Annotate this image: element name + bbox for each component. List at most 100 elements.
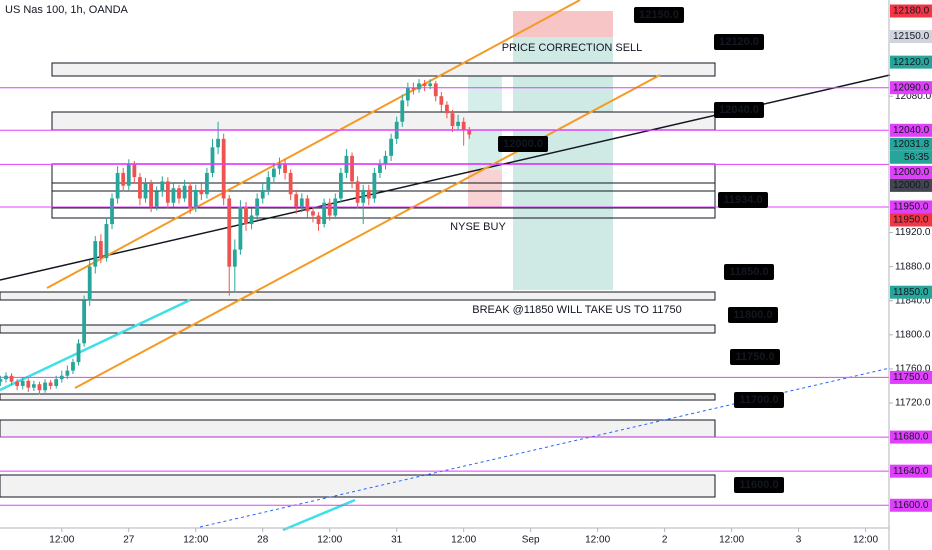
candle-body [316, 215, 321, 225]
candle-body [20, 380, 25, 386]
candle-body [160, 181, 165, 192]
candle-body [37, 384, 42, 391]
overlay: 12150.0 12120.0 12040.0 12000.0 11934.0 11850… [450, 7, 784, 493]
drawings [0, 0, 891, 532]
candle-body [193, 189, 198, 209]
price-badge-label: 11850.0 [893, 287, 929, 298]
candle-body [31, 384, 36, 388]
zone [51, 111, 716, 131]
candle-body [338, 172, 343, 199]
candle-body [121, 172, 126, 186]
candle-body [271, 168, 276, 178]
price-badge-label: 11750.0 [893, 372, 929, 383]
candle-body [76, 343, 81, 363]
x-tick-label: 12:00 [183, 535, 208, 546]
candle-body [138, 177, 142, 199]
trend-line [282, 498, 356, 532]
candle-body [350, 155, 354, 182]
annotation: BREAK @11850 WILL TAKE US TO 11750 [472, 304, 681, 316]
candle-body [277, 164, 282, 169]
sell-stop-zone [513, 11, 613, 37]
candle-body [405, 87, 410, 101]
callout-box [728, 307, 778, 323]
x-tick-label: 31 [391, 535, 403, 546]
price-badge-label: 12040.0 [893, 125, 930, 136]
channel-line [74, 74, 661, 389]
x-tick-label: 27 [123, 535, 135, 546]
candle-body [244, 206, 248, 225]
y-tick-label: 11840.0 [895, 295, 931, 306]
price-badge-label: 12150.0 [893, 31, 930, 42]
callout-box [734, 392, 784, 408]
zone [0, 291, 716, 301]
callout-label: 12150.0 [639, 9, 679, 21]
price-badge-label: 11600.0 [893, 500, 929, 511]
candle-body [87, 266, 92, 301]
candle-body [238, 206, 243, 250]
candle-body [126, 164, 131, 186]
callout-box [724, 264, 774, 280]
candle-body [227, 198, 232, 267]
price-badge-label: 12180.0 [893, 6, 930, 17]
candle-body [93, 241, 98, 267]
candle-body [355, 181, 360, 203]
candle-body [188, 185, 193, 209]
candle-body [43, 382, 47, 391]
candle-body [15, 381, 20, 386]
x-tick-label: 28 [257, 535, 269, 546]
y-tick-label: 11800.0 [895, 329, 931, 340]
x-tick-label: 12:00 [853, 535, 878, 546]
candle-body [467, 130, 472, 135]
candle-body [422, 83, 427, 86]
candle-body [177, 188, 181, 199]
candle-body [372, 172, 377, 199]
zone [0, 393, 716, 401]
x-tick-label: 12:00 [719, 535, 744, 546]
candle-body [165, 181, 170, 203]
price-badge-label: 11680.0 [893, 432, 929, 443]
candle-body [283, 164, 287, 173]
candle-body [411, 87, 416, 90]
zone [51, 62, 716, 77]
candle-body [305, 198, 310, 212]
candle-body [389, 138, 394, 156]
trend-line [0, 298, 191, 392]
candle-body [445, 104, 449, 114]
price-badge [890, 123, 932, 137]
price-badge-label: 11950.0 [893, 202, 929, 213]
callout-label: 12040.0 [719, 104, 759, 116]
candle-body [450, 113, 455, 127]
price-badge [890, 430, 932, 444]
candle-body [149, 183, 153, 207]
candle-body [461, 121, 466, 131]
zone [0, 474, 716, 498]
price-badge [890, 4, 932, 18]
candle-body [182, 185, 187, 199]
annotation: NYSE BUY [450, 221, 506, 233]
candle-body [366, 189, 371, 199]
candle-body [216, 138, 220, 148]
candle-body [143, 183, 148, 199]
candle-body [311, 211, 315, 216]
candle-body [132, 164, 137, 178]
y-tick-label: 11720.0 [895, 398, 931, 409]
candle-body [199, 189, 204, 195]
x-tick-label: 2 [662, 535, 668, 546]
candle-body [327, 202, 332, 216]
candle-body [232, 249, 237, 267]
callout-box [730, 349, 780, 365]
price-badge-label: 12000.0 [893, 167, 930, 178]
callout-box [634, 7, 684, 23]
price-badge [890, 55, 932, 69]
callout-box [498, 136, 548, 152]
candle-body [26, 380, 31, 388]
candle-body [221, 138, 226, 199]
y-tick-label: 11760.0 [895, 364, 931, 375]
candle-body [428, 83, 433, 86]
price-badge [890, 137, 932, 151]
x-tick-label: Sep [522, 535, 540, 546]
callout-box [714, 34, 764, 50]
candle-body [439, 96, 444, 105]
channel-line [46, 0, 581, 289]
